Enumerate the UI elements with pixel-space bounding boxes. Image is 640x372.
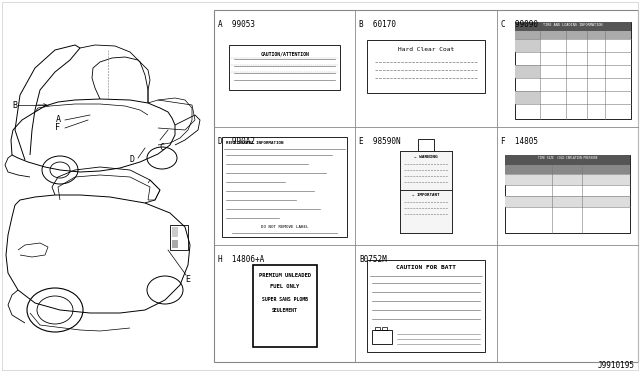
Text: A  99053: A 99053 (218, 20, 255, 29)
Bar (172, 227, 178, 237)
Bar (375, 327, 380, 330)
Text: F  14805: F 14805 (500, 137, 538, 146)
Text: J9910195: J9910195 (598, 361, 635, 370)
Text: B: B (12, 100, 17, 109)
Text: ⚠ WARNING: ⚠ WARNING (414, 155, 438, 159)
Text: TIRE SIZE  COLD INFLATION PRESSURE: TIRE SIZE COLD INFLATION PRESSURE (538, 156, 597, 160)
Bar (372, 330, 392, 344)
Text: DO NOT REMOVE LABEL: DO NOT REMOVE LABEL (261, 225, 308, 229)
Bar (515, 22, 631, 119)
Bar (172, 240, 178, 248)
Text: FUEL ONLY: FUEL ONLY (270, 284, 300, 289)
Bar (515, 22, 631, 31)
Bar (418, 140, 434, 151)
Text: E  98590N: E 98590N (359, 137, 401, 146)
Text: Hard Clear Coat: Hard Clear Coat (398, 47, 454, 52)
Text: D  990A2: D 990A2 (218, 137, 255, 146)
Bar (505, 165, 630, 174)
Bar (505, 174, 630, 185)
Bar (400, 151, 452, 233)
Bar (515, 39, 540, 52)
Text: A: A (56, 115, 61, 125)
Bar (170, 225, 188, 250)
Bar (214, 10, 638, 362)
Bar (222, 137, 348, 237)
Bar (229, 45, 340, 90)
Text: D: D (129, 155, 134, 164)
Bar (515, 65, 540, 78)
Text: ⚠ IMPORTANT: ⚠ IMPORTANT (412, 193, 440, 197)
Text: H  14806+A: H 14806+A (218, 255, 264, 264)
Text: SEULEMENT: SEULEMENT (272, 308, 298, 313)
Text: C  99090: C 99090 (500, 20, 538, 29)
Bar (253, 264, 317, 347)
Bar (382, 327, 387, 330)
Text: CAUTION/ATTENTION: CAUTION/ATTENTION (260, 51, 309, 56)
Text: C: C (159, 144, 164, 153)
Bar (515, 31, 631, 39)
Text: SUPER SANS PLOMB: SUPER SANS PLOMB (262, 296, 308, 302)
Bar (505, 155, 630, 232)
Text: TIRE AND LOADING INFORMATION: TIRE AND LOADING INFORMATION (543, 23, 603, 27)
Text: CAUTION FOR BATT: CAUTION FOR BATT (396, 264, 456, 270)
Bar (505, 155, 630, 165)
Text: REFRIGERANT INFORMATION: REFRIGERANT INFORMATION (226, 141, 284, 145)
Bar (400, 190, 452, 233)
Text: B  60170: B 60170 (359, 20, 396, 29)
Text: B0752M: B0752M (359, 255, 387, 264)
Text: F: F (56, 124, 61, 132)
Text: E: E (186, 276, 191, 285)
Bar (400, 151, 452, 190)
Bar (505, 196, 630, 207)
Text: PREMIUM UNLEADED: PREMIUM UNLEADED (259, 273, 310, 278)
Bar (367, 40, 484, 93)
Bar (515, 91, 540, 104)
Bar (367, 260, 484, 352)
